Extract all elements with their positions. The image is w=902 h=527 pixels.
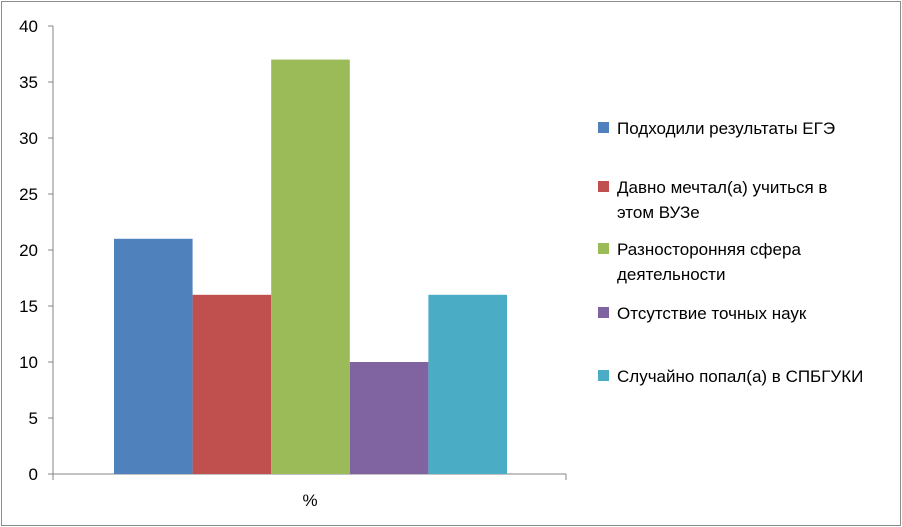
y-tick-label: 40 <box>19 17 38 36</box>
y-tick-label: 0 <box>29 465 38 484</box>
legend-swatch <box>598 307 609 318</box>
legend-swatch <box>598 122 609 133</box>
x-tick-labels: % <box>302 491 317 510</box>
bar <box>271 59 350 474</box>
legend-label: Отсутствие точных наук <box>617 304 807 323</box>
legend-label: Давно мечтал(а) учиться в этом ВУЗе <box>617 178 828 222</box>
bar <box>349 362 429 474</box>
y-tick-label: 15 <box>19 297 38 316</box>
legend-swatch <box>598 370 609 381</box>
y-tick-label: 30 <box>19 129 38 148</box>
legend-label: Подходили результаты ЕГЭ <box>617 119 836 138</box>
bar <box>114 238 193 474</box>
y-tick-label: 10 <box>19 353 38 372</box>
bar <box>428 294 507 474</box>
y-tick-label: 25 <box>19 185 38 204</box>
legend-swatch <box>598 243 609 254</box>
legend-swatch <box>598 181 609 192</box>
y-tick-label: 5 <box>29 409 38 428</box>
bar <box>192 294 272 474</box>
y-tick-labels: 0 5 10 15 20 25 30 35 40 <box>19 17 38 484</box>
x-category-label: % <box>302 491 317 510</box>
legend-label: Случайно попал(а) в СПБГУКИ <box>617 367 864 386</box>
y-tick-label: 35 <box>19 73 38 92</box>
y-tick-label: 20 <box>19 241 38 260</box>
y-axis <box>48 25 54 475</box>
bars <box>114 59 507 474</box>
legend-label: Разносторонняя сфера деятельности <box>617 240 801 284</box>
x-axis <box>48 473 567 480</box>
